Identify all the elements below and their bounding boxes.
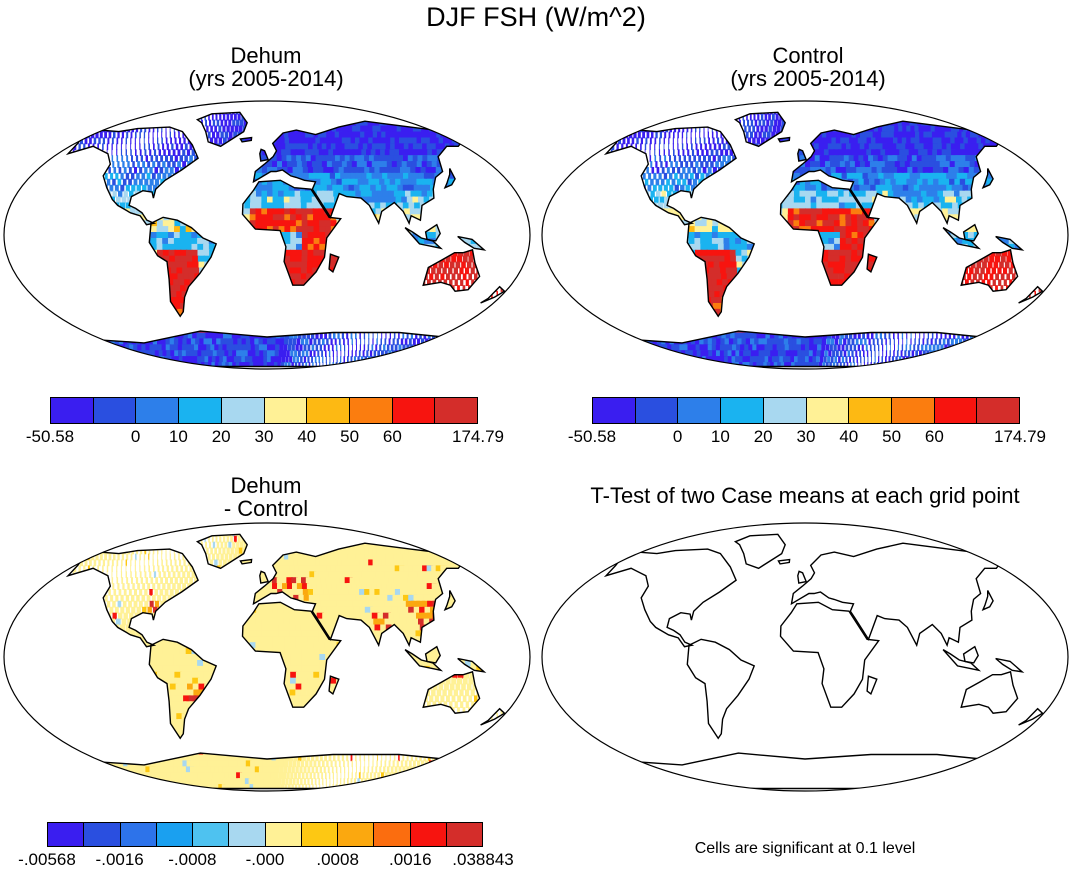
colorbar-swatch xyxy=(51,398,94,423)
colorbar-tick-label: 174.79 xyxy=(452,427,504,447)
colorbar-tick-label: 50 xyxy=(340,427,359,447)
colorbar-swatch xyxy=(678,398,721,423)
colorbar-tick-label: 60 xyxy=(925,427,944,447)
control-colorbar xyxy=(592,397,1020,424)
control-title-line2: (yrs 2005-2014) xyxy=(678,67,938,90)
colorbar-swatch xyxy=(179,398,222,423)
colorbar-swatch xyxy=(136,398,179,423)
colorbar-swatch xyxy=(935,398,978,423)
dehum-colorbar xyxy=(50,397,478,424)
data-grid xyxy=(5,530,530,791)
map-border xyxy=(542,523,1068,791)
control-panel-title: Control (yrs 2005-2014) xyxy=(678,44,938,90)
colorbar-swatch xyxy=(265,398,308,423)
colorbar-tick-label: 10 xyxy=(711,427,730,447)
significance-note: Cells are significant at 0.1 level xyxy=(600,840,1010,858)
colorbar-swatch xyxy=(302,823,338,846)
colorbar-tick-label: 174.79 xyxy=(994,427,1046,447)
colorbar-tick-label: .0016 xyxy=(389,850,432,870)
colorbar-swatch xyxy=(48,823,84,846)
colorbar-tick-label: -.000 xyxy=(246,850,285,870)
dehum-panel-title: Dehum (yrs 2005-2014) xyxy=(136,44,396,90)
dehum-map xyxy=(2,99,532,371)
colorbar-swatch xyxy=(411,823,447,846)
colorbar-swatch xyxy=(350,398,393,423)
diff-panel-title: Dehum - Control xyxy=(136,474,396,520)
diff-title-line2: - Control xyxy=(136,497,396,520)
control-map xyxy=(540,99,1070,371)
colorbar-swatch xyxy=(764,398,807,423)
colorbar-tick-label: 20 xyxy=(212,427,231,447)
colorbar-swatch xyxy=(222,398,265,423)
dehum-title-line2: (yrs 2005-2014) xyxy=(136,67,396,90)
colorbar-tick-label: -.00568 xyxy=(18,850,76,870)
colorbar-tick-label: -.0008 xyxy=(168,850,216,870)
coastlines xyxy=(606,534,1042,788)
colorbar-swatch xyxy=(229,823,265,846)
colorbar-swatch xyxy=(338,823,374,846)
colorbar-swatch xyxy=(157,823,193,846)
diff-colorbar xyxy=(47,822,483,847)
colorbar-tick-label: 20 xyxy=(754,427,773,447)
colorbar-tick-label: 0 xyxy=(131,427,140,447)
colorbar-swatch xyxy=(266,823,302,846)
colorbar-tick-label: 0 xyxy=(673,427,682,447)
colorbar-tick-label: -50.58 xyxy=(568,427,616,447)
colorbar-tick-label: .0008 xyxy=(316,850,359,870)
control-title-line1: Control xyxy=(678,44,938,67)
colorbar-tick-label: 40 xyxy=(297,427,316,447)
colorbar-tick-label: 30 xyxy=(255,427,274,447)
colorbar-swatch xyxy=(807,398,850,423)
colorbar-tick-label: -50.58 xyxy=(26,427,74,447)
colorbar-swatch xyxy=(94,398,137,423)
colorbar-tick-label: .038843 xyxy=(452,850,513,870)
colorbar-swatch xyxy=(193,823,229,846)
colorbar-tick-label: 40 xyxy=(839,427,858,447)
ttest-panel-title: T-Test of two Case means at each grid po… xyxy=(540,484,1070,507)
colorbar-tick-label: 30 xyxy=(797,427,816,447)
diff-map xyxy=(2,521,532,793)
colorbar-tick-label: 60 xyxy=(383,427,402,447)
colorbar-swatch xyxy=(307,398,350,423)
diff-title-line1: Dehum xyxy=(136,474,396,497)
data-grid xyxy=(5,108,530,369)
ttest-map xyxy=(540,521,1070,793)
colorbar-swatch xyxy=(721,398,764,423)
colorbar-swatch xyxy=(374,823,410,846)
figure-title: DJF FSH (W/m^2) xyxy=(0,0,1072,34)
colorbar-tick-label: 50 xyxy=(882,427,901,447)
colorbar-swatch xyxy=(892,398,935,423)
dehum-title-line1: Dehum xyxy=(136,44,396,67)
colorbar-swatch xyxy=(849,398,892,423)
colorbar-swatch xyxy=(84,823,120,846)
colorbar-swatch xyxy=(435,398,477,423)
colorbar-swatch xyxy=(393,398,436,423)
colorbar-swatch xyxy=(977,398,1019,423)
colorbar-swatch xyxy=(636,398,679,423)
colorbar-tick-label: 10 xyxy=(169,427,188,447)
colorbar-swatch xyxy=(593,398,636,423)
colorbar-swatch xyxy=(447,823,482,846)
colorbar-tick-label: -.0016 xyxy=(96,850,144,870)
data-grid xyxy=(543,108,1068,369)
colorbar-swatch xyxy=(121,823,157,846)
